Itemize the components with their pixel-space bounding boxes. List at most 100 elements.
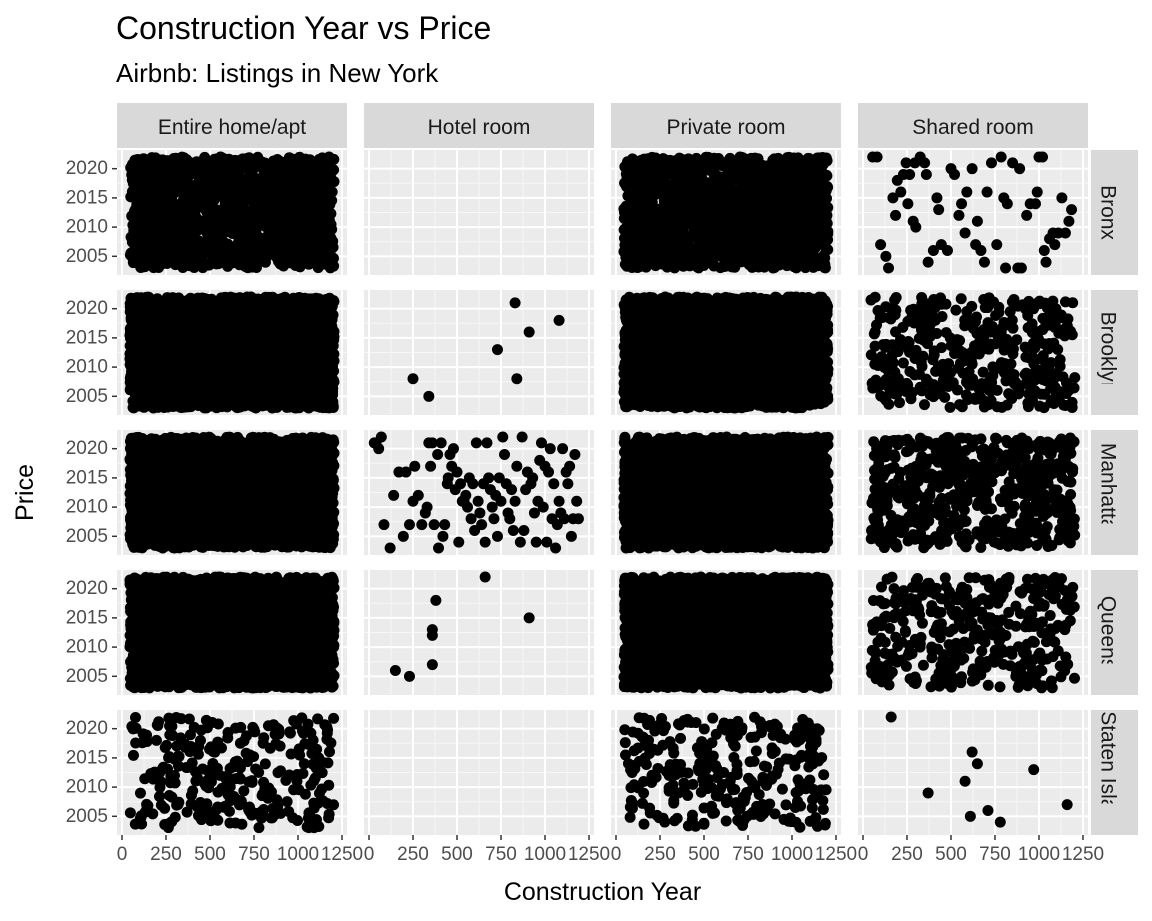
data-point [127,211,139,223]
data-point [246,239,258,251]
data-point [323,244,335,256]
chart-title: Construction Year vs Price [116,8,491,48]
data-point [137,196,149,208]
row-strip-label: Manhattan [1097,443,1120,542]
data-point [822,244,834,256]
column-strip [117,103,347,148]
data-point [941,244,953,256]
data-point [783,251,795,263]
data-point [692,179,704,191]
data-point [675,248,687,260]
data-point [978,256,990,268]
data-point [278,219,290,231]
data-point [207,207,219,219]
data-point [658,249,670,261]
data-point [890,209,902,221]
data-point [922,256,934,268]
data-point [261,212,273,224]
data-point [961,186,973,198]
data-point [1056,192,1068,204]
data-point [781,223,793,235]
data-point [756,189,768,201]
data-point [683,156,695,168]
row-strip [1091,710,1138,835]
data-point [296,255,308,267]
data-point [736,227,748,239]
data-point [744,153,756,165]
data-point [693,243,705,255]
data-point [742,237,754,249]
data-point [175,251,187,263]
data-point [626,261,638,273]
column-strip-label: Entire home/apt [158,116,306,139]
data-point [734,251,746,263]
data-point [277,249,289,261]
data-point [184,206,196,218]
data-point [173,218,185,230]
data-point [323,184,335,196]
data-point [1049,239,1061,251]
data-point [156,202,168,214]
data-point [222,238,234,250]
data-point [290,197,302,209]
data-point [725,217,737,229]
data-point [233,161,245,173]
data-point [749,254,761,266]
data-point [636,156,648,168]
data-point [765,178,777,190]
data-point [253,197,265,209]
row-strip [1091,430,1138,555]
data-point [264,164,276,176]
data-point [787,195,799,207]
data-point [1000,262,1012,274]
row-strip [1091,150,1138,275]
data-point [696,193,708,205]
data-point [1029,198,1041,210]
data-point [1059,227,1071,239]
data-point [301,208,313,220]
data-point [707,240,719,252]
data-point [880,250,892,262]
data-point [953,209,965,221]
column-strip-label: Shared room [912,116,1033,139]
data-point [1031,186,1043,198]
data-point [722,155,734,167]
data-point [959,227,971,239]
row-strip-label: Staten Island [1097,711,1120,834]
data-point [713,207,725,219]
data-point [643,240,655,252]
data-point [249,209,261,221]
data-point [626,208,638,220]
data-point [184,157,196,169]
data-point [1015,262,1027,274]
data-point [815,157,827,169]
data-point [128,249,140,261]
data-point [302,199,314,211]
data-point [195,246,207,258]
data-point [710,197,722,209]
row-strip-label: Bronx [1097,185,1120,240]
data-point [226,227,238,239]
data-point [871,151,883,163]
data-point [228,176,240,188]
data-point [250,226,262,238]
data-point [789,207,801,219]
column-strip [858,103,1088,148]
data-point [723,205,735,217]
data-point [754,212,766,224]
data-point [981,186,993,198]
data-point [931,192,943,204]
data-point [683,207,695,219]
data-point [125,231,137,243]
data-point [821,183,833,195]
chart-subtitle: Airbnb: Listings in New York [116,56,438,90]
row-strip [1091,290,1138,415]
data-point [956,198,968,210]
data-point [283,152,295,164]
data-point [226,208,238,220]
data-point [1021,209,1033,221]
data-point [200,198,212,210]
data-point [883,262,895,274]
data-point [809,187,821,199]
data-point [875,239,887,251]
